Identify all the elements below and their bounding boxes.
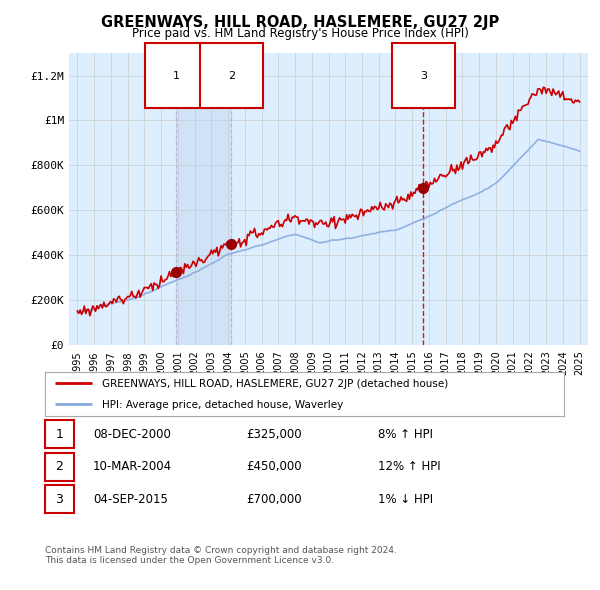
Text: 08-DEC-2000: 08-DEC-2000 [93,428,171,441]
Text: 1: 1 [173,71,180,81]
Text: GREENWAYS, HILL ROAD, HASLEMERE, GU27 2JP (detached house): GREENWAYS, HILL ROAD, HASLEMERE, GU27 2J… [102,379,448,389]
Text: 8% ↑ HPI: 8% ↑ HPI [378,428,433,441]
Text: 04-SEP-2015: 04-SEP-2015 [93,493,168,506]
Text: £700,000: £700,000 [246,493,302,506]
Text: GREENWAYS, HILL ROAD, HASLEMERE, GU27 2JP: GREENWAYS, HILL ROAD, HASLEMERE, GU27 2J… [101,15,499,30]
Text: £450,000: £450,000 [246,460,302,473]
Text: Price paid vs. HM Land Registry's House Price Index (HPI): Price paid vs. HM Land Registry's House … [131,27,469,40]
Text: 1: 1 [55,428,64,441]
Text: 2: 2 [55,460,64,473]
Text: 12% ↑ HPI: 12% ↑ HPI [378,460,440,473]
Text: 2: 2 [227,71,235,81]
Bar [176,53,231,345]
Text: 3: 3 [420,71,427,81]
Text: Contains HM Land Registry data © Crown copyright and database right 2024.: Contains HM Land Registry data © Crown c… [45,546,397,555]
Text: 10-MAR-2004: 10-MAR-2004 [93,460,172,473]
Text: This data is licensed under the Open Government Licence v3.0.: This data is licensed under the Open Gov… [45,556,334,565]
Text: £325,000: £325,000 [246,428,302,441]
Text: HPI: Average price, detached house, Waverley: HPI: Average price, detached house, Wave… [102,400,343,410]
Text: 3: 3 [55,493,64,506]
Text: 1% ↓ HPI: 1% ↓ HPI [378,493,433,506]
